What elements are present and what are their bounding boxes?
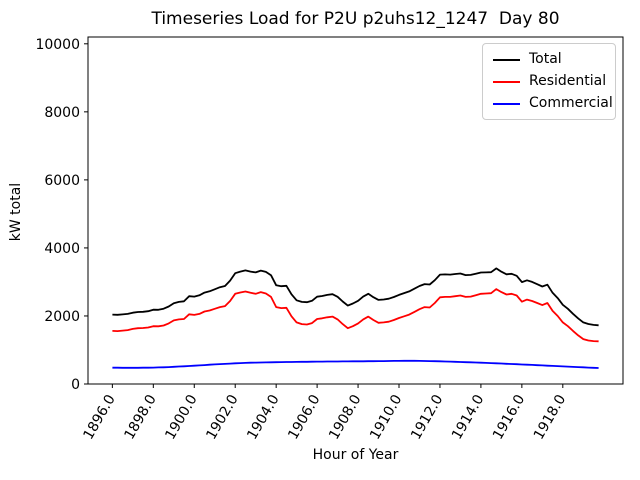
y-tick-label: 6000 — [44, 173, 80, 189]
legend-line-residential — [493, 80, 520, 83]
x-tick-label: 1908.0 — [326, 392, 364, 442]
y-tick-label: 10000 — [35, 37, 80, 53]
x-tick-label: 1900.0 — [162, 392, 200, 442]
x-tick-label: 1898.0 — [121, 392, 159, 442]
x-tick-label: 1912.0 — [408, 392, 446, 442]
legend-line-total — [493, 58, 520, 61]
legend-label-residential: Residential — [529, 73, 607, 89]
series-line-commercial — [112, 359, 599, 369]
x-tick-label: 1910.0 — [367, 392, 405, 442]
legend-item-total: Total — [493, 51, 607, 68]
y-tick-label: 4000 — [44, 241, 80, 257]
y-axis-label: kW total — [8, 182, 24, 242]
legend-line-commercial — [493, 102, 520, 105]
legend-item-commercial: Commercial — [493, 95, 613, 112]
x-tick-label: 1902.0 — [203, 392, 241, 442]
y-tick-label: 0 — [71, 377, 80, 393]
x-tick-label: 1916.0 — [490, 392, 528, 442]
x-tick-label: 1914.0 — [449, 392, 487, 442]
chart-title: Timeseries Load for P2U p2uhs12_1247 Day… — [151, 9, 560, 29]
axes-spines — [87, 36, 624, 385]
y-tick-label: 2000 — [44, 309, 80, 325]
x-tick-label: 1896.0 — [80, 392, 118, 442]
legend-item-residential: Residential — [493, 73, 607, 90]
legend-label-commercial: Commercial — [529, 95, 613, 111]
legend-label-total: Total — [529, 51, 562, 67]
y-tick-label: 8000 — [44, 105, 80, 121]
legend: Total Residential Commercial — [482, 43, 616, 120]
series-line-total — [112, 267, 599, 327]
x-tick-label: 1906.0 — [285, 392, 323, 442]
x-tick-label: 1918.0 — [531, 392, 569, 442]
x-axis-label: Hour of Year — [312, 447, 399, 463]
series-line-residential — [112, 288, 599, 343]
x-tick-label: 1904.0 — [244, 392, 282, 442]
